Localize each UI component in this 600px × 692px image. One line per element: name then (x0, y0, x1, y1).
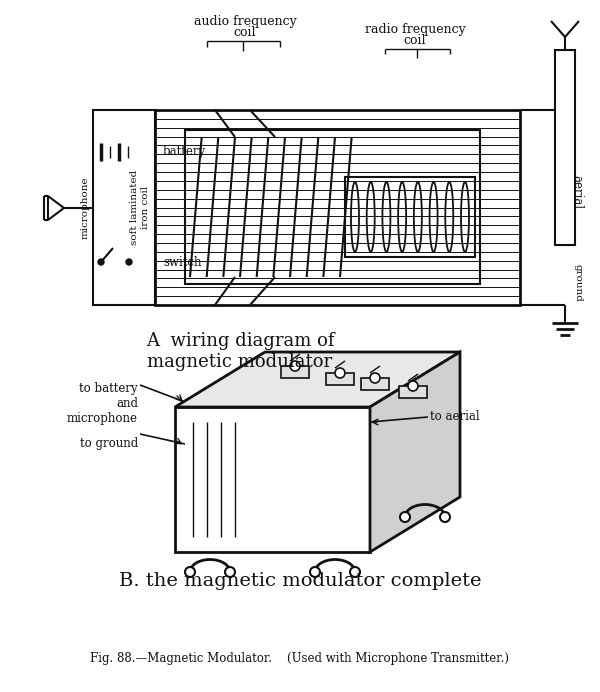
Bar (399, 386, 427, 398)
Bar (326, 373, 354, 385)
Circle shape (350, 567, 360, 577)
Text: switch: switch (163, 255, 202, 268)
Circle shape (185, 567, 195, 577)
Circle shape (225, 567, 235, 577)
Text: aerial: aerial (571, 175, 583, 209)
Text: soft laminated
iron coil: soft laminated iron coil (130, 170, 150, 245)
Text: ground: ground (574, 264, 583, 302)
Circle shape (400, 512, 410, 522)
Text: to aerial: to aerial (430, 410, 479, 424)
Text: B. the magnetic modulator complete: B. the magnetic modulator complete (119, 572, 481, 590)
Bar (93, 110, 155, 305)
Circle shape (290, 361, 300, 371)
Text: to ground: to ground (80, 437, 138, 450)
Text: microphone: microphone (80, 176, 89, 239)
Text: radio frequency: radio frequency (365, 23, 466, 35)
Bar (185, 130, 480, 284)
Text: A  wiring diagram of
magnetic modulator: A wiring diagram of magnetic modulator (146, 332, 334, 371)
Bar (555, 50, 575, 245)
Polygon shape (175, 352, 460, 407)
Text: coil: coil (404, 35, 426, 48)
Polygon shape (370, 352, 460, 552)
Circle shape (370, 373, 380, 383)
Text: battery: battery (163, 145, 206, 158)
Bar (175, 407, 370, 552)
Text: to battery
and
microphone: to battery and microphone (67, 382, 138, 425)
Bar (155, 110, 520, 305)
Bar (361, 378, 389, 390)
Circle shape (310, 567, 320, 577)
Bar (281, 366, 309, 378)
Text: Fig. 88.—Magnetic Modulator.    (Used with Microphone Transmitter.): Fig. 88.—Magnetic Modulator. (Used with … (91, 652, 509, 665)
Circle shape (408, 381, 418, 391)
Circle shape (440, 512, 450, 522)
Text: coil: coil (234, 26, 256, 39)
Circle shape (126, 259, 132, 265)
Bar (345, 177, 475, 257)
Text: audio frequency: audio frequency (194, 15, 296, 28)
Circle shape (335, 368, 345, 378)
Circle shape (98, 259, 104, 265)
